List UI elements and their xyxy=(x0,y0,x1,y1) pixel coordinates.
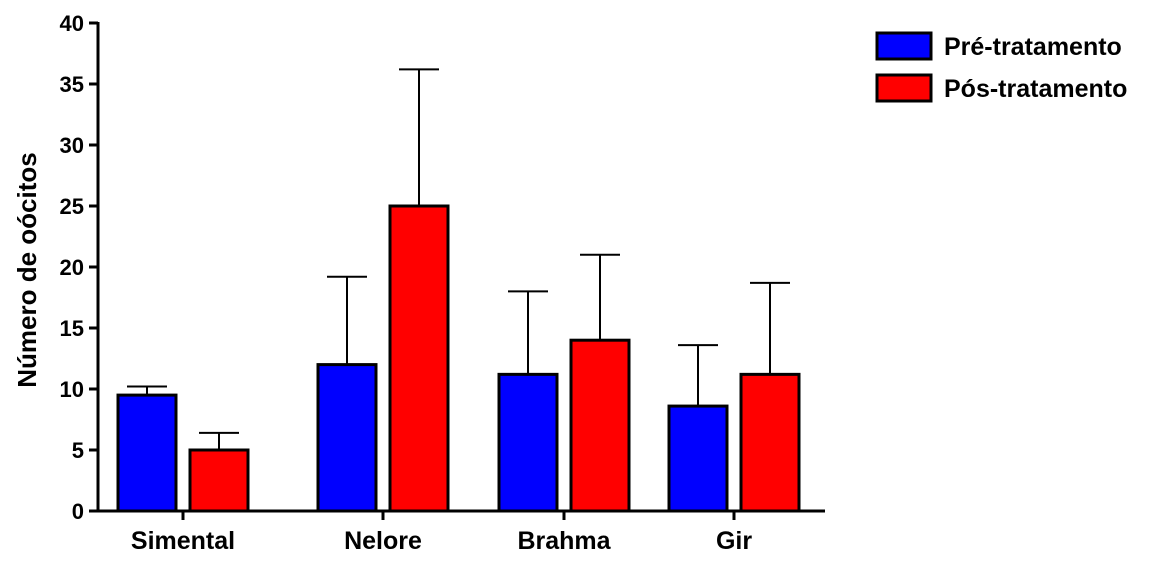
bar-pos-gir xyxy=(739,372,801,513)
legend-label-pre: Pré-tratamento xyxy=(944,33,1122,61)
plot-area xyxy=(116,68,801,513)
x-tick-label-brahma: Brahma xyxy=(517,527,611,555)
y-tick-label-20: 20 xyxy=(60,255,84,280)
legend-swatch-pre xyxy=(875,31,933,61)
y-tick-label-30: 30 xyxy=(60,133,84,158)
bar-pre-simental xyxy=(116,393,178,513)
y-tick-label-25: 25 xyxy=(60,194,84,219)
bar-pos-nelore xyxy=(388,204,450,513)
legend: Pré-tratamento Pós-tratamento xyxy=(875,31,1127,103)
x-tick-label-nelore: Nelore xyxy=(344,527,422,555)
y-axis-title: Número de oócitos xyxy=(12,152,42,387)
legend-swatch-pos xyxy=(875,73,933,103)
x-axis: Simental Nelore Brahma Gir xyxy=(97,509,825,555)
y-tick-label-15: 15 xyxy=(60,316,84,341)
y-tick-label-0: 0 xyxy=(72,499,84,524)
y-tick-label-5: 5 xyxy=(72,438,84,463)
bar-pos-simental xyxy=(188,448,250,513)
x-tick-label-gir: Gir xyxy=(716,527,752,555)
bar-pos-brahma xyxy=(569,338,631,513)
legend-label-pos: Pós-tratamento xyxy=(944,75,1127,103)
y-tick-label-35: 35 xyxy=(60,72,84,97)
y-tick-label-40: 40 xyxy=(60,11,84,36)
bar-pre-nelore xyxy=(316,363,378,513)
bar-pre-brahma xyxy=(497,372,559,513)
y-axis: 0 5 10 15 20 25 30 35 40 xyxy=(60,11,100,524)
bar-pre-gir xyxy=(667,404,729,513)
y-tick-label-10: 10 xyxy=(60,377,84,402)
x-tick-label-simental: Simental xyxy=(131,527,235,555)
